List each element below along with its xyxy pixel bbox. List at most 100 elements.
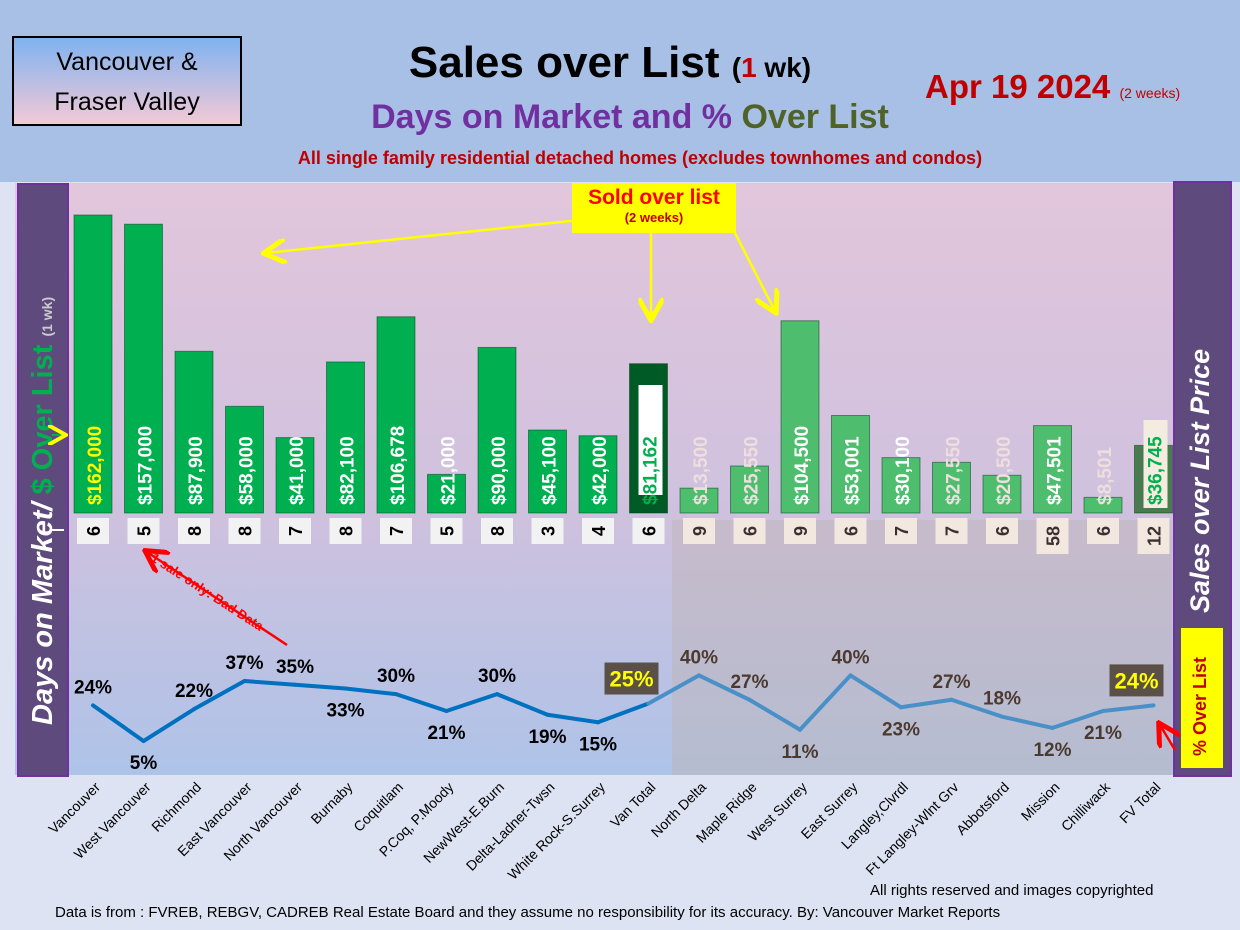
pct-line-segment (596, 701, 651, 725)
days-box (1137, 518, 1170, 554)
pct-line-segment (444, 692, 499, 714)
days-on-market-label: 5 (438, 526, 458, 536)
pct-label: 40% (680, 647, 718, 668)
days-on-market-label: 7 (892, 526, 912, 536)
bar (1033, 425, 1072, 514)
pct-line-segment (747, 697, 802, 732)
days-on-market-label: 8 (236, 526, 256, 536)
days-box (127, 518, 160, 544)
pct-line-segment (91, 703, 146, 744)
days-box (1087, 518, 1119, 544)
days-box (228, 518, 261, 544)
title-paren: ( (731, 52, 742, 83)
days-on-market-label: 6 (84, 526, 104, 536)
x-tick-label: FV Total (1116, 779, 1163, 826)
subtitle-a: Days on Market and % (371, 98, 742, 136)
days-on-market-label: 7 (387, 526, 407, 536)
copyright-note: All rights reserved and images copyright… (870, 882, 1154, 899)
days-on-market-label: 3 (539, 526, 559, 536)
days-on-market-label: 58 (1044, 526, 1064, 546)
x-tick-label: Delta-Ladner-Twsn (463, 779, 558, 874)
days-box (582, 518, 614, 544)
days-on-market-label: 7 (286, 526, 306, 536)
days-box (77, 518, 109, 544)
bar-value-label: $104,500 (792, 426, 813, 505)
logo-line2: Fraser Valley (54, 88, 200, 116)
bar (932, 461, 971, 514)
pct-label: 23% (882, 719, 920, 740)
days-on-market-label: 5 (135, 526, 155, 536)
pct-label: 5% (130, 753, 158, 774)
bar-value-label: $58,000 (237, 436, 258, 505)
title-main: Sales over List (408, 38, 720, 87)
pct-line-segment (899, 697, 954, 710)
sold-over-list-callout: Sold over list (2 weeks) (572, 183, 736, 233)
bar (831, 415, 870, 514)
bar (376, 316, 416, 514)
bar-value-label: $13,500 (691, 436, 712, 505)
days-on-market-label: 8 (185, 526, 205, 536)
pct-line-segment (141, 707, 196, 744)
days-box (481, 518, 513, 544)
pct-line-segment (293, 682, 348, 691)
pct-line-segment (495, 692, 550, 717)
bar-value-label: $53,001 (843, 436, 864, 505)
pct-label: 25% (609, 667, 653, 692)
date-text: Apr 19 2024 (925, 68, 1111, 105)
sold-over-label: Sold over list (588, 186, 720, 209)
pct-label: 21% (1084, 723, 1122, 744)
pct-line-segment (343, 686, 398, 697)
bar-value-label: $90,000 (489, 436, 510, 505)
pct-label: 15% (579, 734, 617, 755)
bar-value-label: $36,745 (1146, 436, 1167, 505)
pct-label: 18% (983, 689, 1021, 710)
pct-line-segment (949, 697, 1004, 719)
bar-value-label: $157,000 (136, 426, 157, 505)
days-on-market-label: 6 (993, 526, 1013, 536)
subtitle-b: Over List (741, 98, 889, 136)
chart-subtitle: Days on Market and % Over List (250, 98, 1010, 137)
days-on-market-label: 12 (1145, 526, 1165, 546)
pct-line-segment (192, 679, 247, 712)
bar-value-label: $87,900 (186, 436, 207, 505)
pct-total-box (1109, 664, 1164, 697)
pct-total-box (604, 662, 659, 695)
bar-value-label: $8,501 (1095, 446, 1116, 505)
pct-line-segment (1050, 709, 1105, 730)
days-on-market-label: 6 (640, 526, 660, 536)
title-num: 1 (741, 52, 757, 83)
bar (578, 435, 618, 514)
chart-subtitle2: All single family residential detached h… (297, 148, 983, 168)
total-label-box (638, 385, 663, 495)
total-label-box (1143, 420, 1168, 508)
bar (124, 223, 163, 514)
pct-line-segment (848, 673, 903, 710)
bar (679, 487, 719, 514)
x-tick-label: Chilliwack (1058, 778, 1114, 834)
region-logo-box: Vancouver & Fraser Valley (12, 36, 242, 126)
pct-label: 30% (478, 666, 516, 687)
x-tick-label: Van Total (607, 779, 659, 831)
pct-label: 33% (326, 701, 364, 722)
bar-value-label: $27,550 (944, 436, 965, 505)
pct-line-segment (1101, 703, 1156, 714)
days-box (986, 518, 1018, 544)
days-box (531, 518, 564, 544)
pct-line-segment (394, 692, 449, 714)
x-tick-label: Ft Langley-Wlnt Grv (862, 779, 961, 878)
pct-label: 27% (932, 672, 970, 693)
x-tick-label: Burnaby (307, 779, 355, 827)
bar (275, 437, 315, 514)
report-date: Apr 19 2024 (2 weeks) (925, 68, 1180, 106)
bar (427, 473, 466, 514)
days-box (683, 518, 715, 544)
pct-label: 24% (74, 677, 112, 698)
date-note: (2 weeks) (1119, 85, 1181, 101)
days-on-market-label: 6 (741, 526, 761, 536)
bar (73, 214, 113, 514)
bar (982, 474, 1022, 514)
x-tick-label: Mission (1018, 779, 1063, 824)
bar-value-label: $30,100 (893, 436, 914, 505)
pct-line-segment (1000, 714, 1055, 730)
bar (477, 346, 517, 514)
